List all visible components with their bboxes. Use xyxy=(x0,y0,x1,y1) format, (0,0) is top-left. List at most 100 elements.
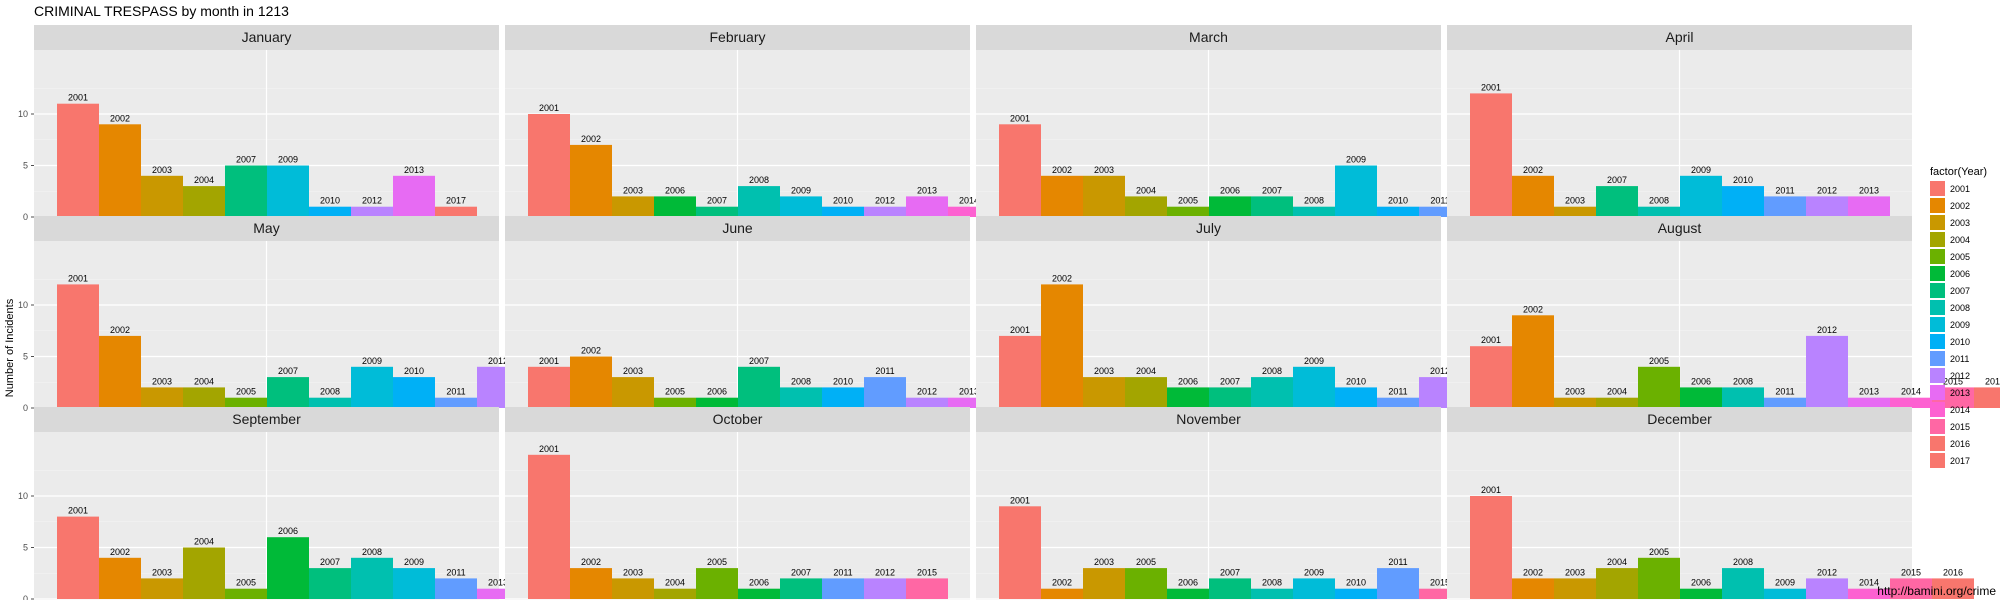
bar-label: 2003 xyxy=(623,366,643,376)
facet-strip-label: May xyxy=(253,220,279,236)
bar-label: 2001 xyxy=(68,273,88,283)
bar xyxy=(1722,186,1764,217)
bar-label: 2006 xyxy=(749,578,769,588)
bar xyxy=(1806,335,1848,408)
bar-label: 2013 xyxy=(404,165,424,175)
bar xyxy=(948,397,990,408)
bar xyxy=(1764,588,1806,599)
bar-label: 2001 xyxy=(1481,485,1501,495)
legend-key xyxy=(1930,334,1945,349)
bar-label: 2003 xyxy=(1565,387,1585,397)
bar-label: 2012 xyxy=(362,196,382,206)
bar xyxy=(1512,175,1554,217)
y-tick-label: 0 xyxy=(23,212,28,222)
facet-strip-label: February xyxy=(709,29,765,45)
bar xyxy=(654,588,696,599)
bar xyxy=(477,588,519,599)
bar-label: 2003 xyxy=(152,567,172,577)
bar xyxy=(435,578,477,599)
facet-panel-august: August 2001 2002 2003 2004 2005 2006 2008 2011 20… xyxy=(1447,216,2000,416)
bar-label: 2003 xyxy=(1094,165,1114,175)
bar xyxy=(1470,496,1512,599)
bar xyxy=(1293,578,1335,599)
bar xyxy=(183,547,225,599)
bar-label: 2008 xyxy=(1262,366,1282,376)
facet-strip xyxy=(505,407,970,432)
bar-label: 2004 xyxy=(194,175,214,185)
bar-label: 2014 xyxy=(1859,578,1879,588)
bar-label: 2010 xyxy=(1346,376,1366,386)
facet-strip xyxy=(34,216,499,241)
bar-label: 2004 xyxy=(1136,366,1156,376)
bar xyxy=(1554,397,1596,408)
bar xyxy=(1083,568,1125,599)
bar xyxy=(225,165,267,217)
bar xyxy=(1419,588,1461,599)
legend-key xyxy=(1930,181,1945,196)
bar xyxy=(1638,366,1680,408)
bar-label: 2001 xyxy=(1010,325,1030,335)
legend-key xyxy=(1930,232,1945,247)
bar-label: 2012 xyxy=(488,356,508,366)
bar-label: 2008 xyxy=(791,376,811,386)
bar xyxy=(822,578,864,599)
bar xyxy=(1125,196,1167,217)
bar xyxy=(183,186,225,217)
bar-label: 2006 xyxy=(278,526,298,536)
facet-strip-label: June xyxy=(722,220,753,236)
bar xyxy=(1251,377,1293,408)
legend-label: 2017 xyxy=(1950,456,1970,466)
facet-strip-label: September xyxy=(232,411,301,427)
bar-label: 2008 xyxy=(320,387,340,397)
bar xyxy=(393,377,435,408)
bar xyxy=(1512,578,1554,599)
legend-key xyxy=(1930,402,1945,417)
bar-label: 2012 xyxy=(1817,325,1837,335)
bar xyxy=(309,568,351,599)
bar-label: 2011 xyxy=(1388,387,1407,397)
bar-label: 2006 xyxy=(1691,376,1711,386)
bar xyxy=(1848,397,1890,408)
facet-panel-october: October 2001 2002 2003 2004 2005 2006 2007 2011 2… xyxy=(505,407,970,600)
bar xyxy=(864,206,906,217)
bar-label: 2005 xyxy=(1649,356,1669,366)
bar xyxy=(696,397,738,408)
bar xyxy=(267,377,309,408)
bar xyxy=(570,568,612,599)
facet-strip xyxy=(1447,216,1912,241)
facet-panel-july: July 2001 2002 2003 2004 2006 2007 2008 2009 2010… xyxy=(976,216,1629,416)
legend-label: 2005 xyxy=(1950,252,1970,262)
bar-label: 2007 xyxy=(236,155,256,165)
bar-label: 2001 xyxy=(68,93,88,103)
bar xyxy=(309,397,351,408)
bar-label: 2002 xyxy=(1523,165,1543,175)
bar xyxy=(57,284,99,408)
bar-label: 2006 xyxy=(707,387,727,397)
bar xyxy=(1041,284,1083,408)
bar-label: 2015 xyxy=(1430,578,1450,588)
bar-label: 2003 xyxy=(1565,567,1585,577)
bar-label: 2004 xyxy=(1607,387,1627,397)
bar-label: 2001 xyxy=(539,356,559,366)
bar-label: 2009 xyxy=(1304,356,1324,366)
facet-panel-september: September 0 5 10 2001 2002 2003 2004 2005 2006 200… xyxy=(18,407,519,600)
y-tick-label: 5 xyxy=(23,352,28,362)
bar-label: 2004 xyxy=(194,537,214,547)
bar-label: 2010 xyxy=(1346,578,1366,588)
legend-label: 2008 xyxy=(1950,303,1970,313)
bar xyxy=(1680,588,1722,599)
bar xyxy=(1890,578,1932,599)
bar-label: 2015 xyxy=(1943,376,1963,386)
facet-strip xyxy=(34,407,499,432)
bar-label: 2007 xyxy=(1262,185,1282,195)
bar-label: 2002 xyxy=(581,346,601,356)
bar-label: 2001 xyxy=(1010,495,1030,505)
bar xyxy=(435,397,477,408)
legend-key xyxy=(1930,419,1945,434)
bar xyxy=(141,175,183,217)
bar-label: 2012 xyxy=(1817,185,1837,195)
bar-label: 2016 xyxy=(1985,376,2000,386)
legend-key xyxy=(1930,283,1945,298)
bar xyxy=(1377,568,1419,599)
legend-label: 2014 xyxy=(1950,405,1970,415)
